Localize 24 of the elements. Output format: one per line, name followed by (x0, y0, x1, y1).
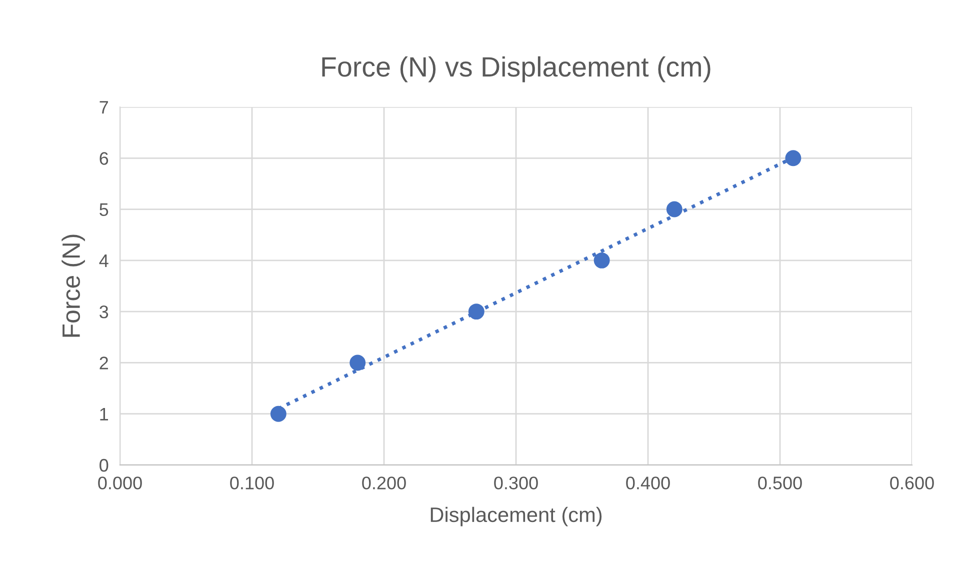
x-tick-label: 0.500 (758, 476, 802, 490)
y-tick-label: 2 (100, 356, 108, 370)
y-tick-label: 5 (100, 203, 108, 216)
y-tick-label: 4 (99, 254, 108, 267)
y-tick-label: 7 (100, 101, 108, 114)
x-tick-label: 0.200 (362, 476, 406, 490)
x-tick-label: 0.400 (626, 476, 670, 490)
chart-title: Force (N) vs Displacement (cm) (322, 56, 710, 82)
y-tick-label: 0 (100, 458, 108, 472)
y-axis-title: Force (N) (62, 234, 85, 337)
x-tick-label: 0.000 (98, 476, 142, 490)
point (270, 406, 286, 422)
x-tick-label: 0.100 (230, 476, 274, 490)
x-tick-label: 0.300 (494, 476, 538, 490)
point (666, 201, 682, 218)
x-tick-label: 0.600 (890, 476, 934, 490)
x-axis-title: Displacement (cm) (430, 506, 602, 526)
y-tick-label: 6 (100, 152, 108, 165)
point (350, 354, 366, 371)
y-tick-label: 1 (100, 408, 108, 420)
point (468, 304, 484, 320)
y-tick-label: 3 (100, 306, 108, 318)
point (785, 150, 802, 166)
point (594, 252, 610, 268)
